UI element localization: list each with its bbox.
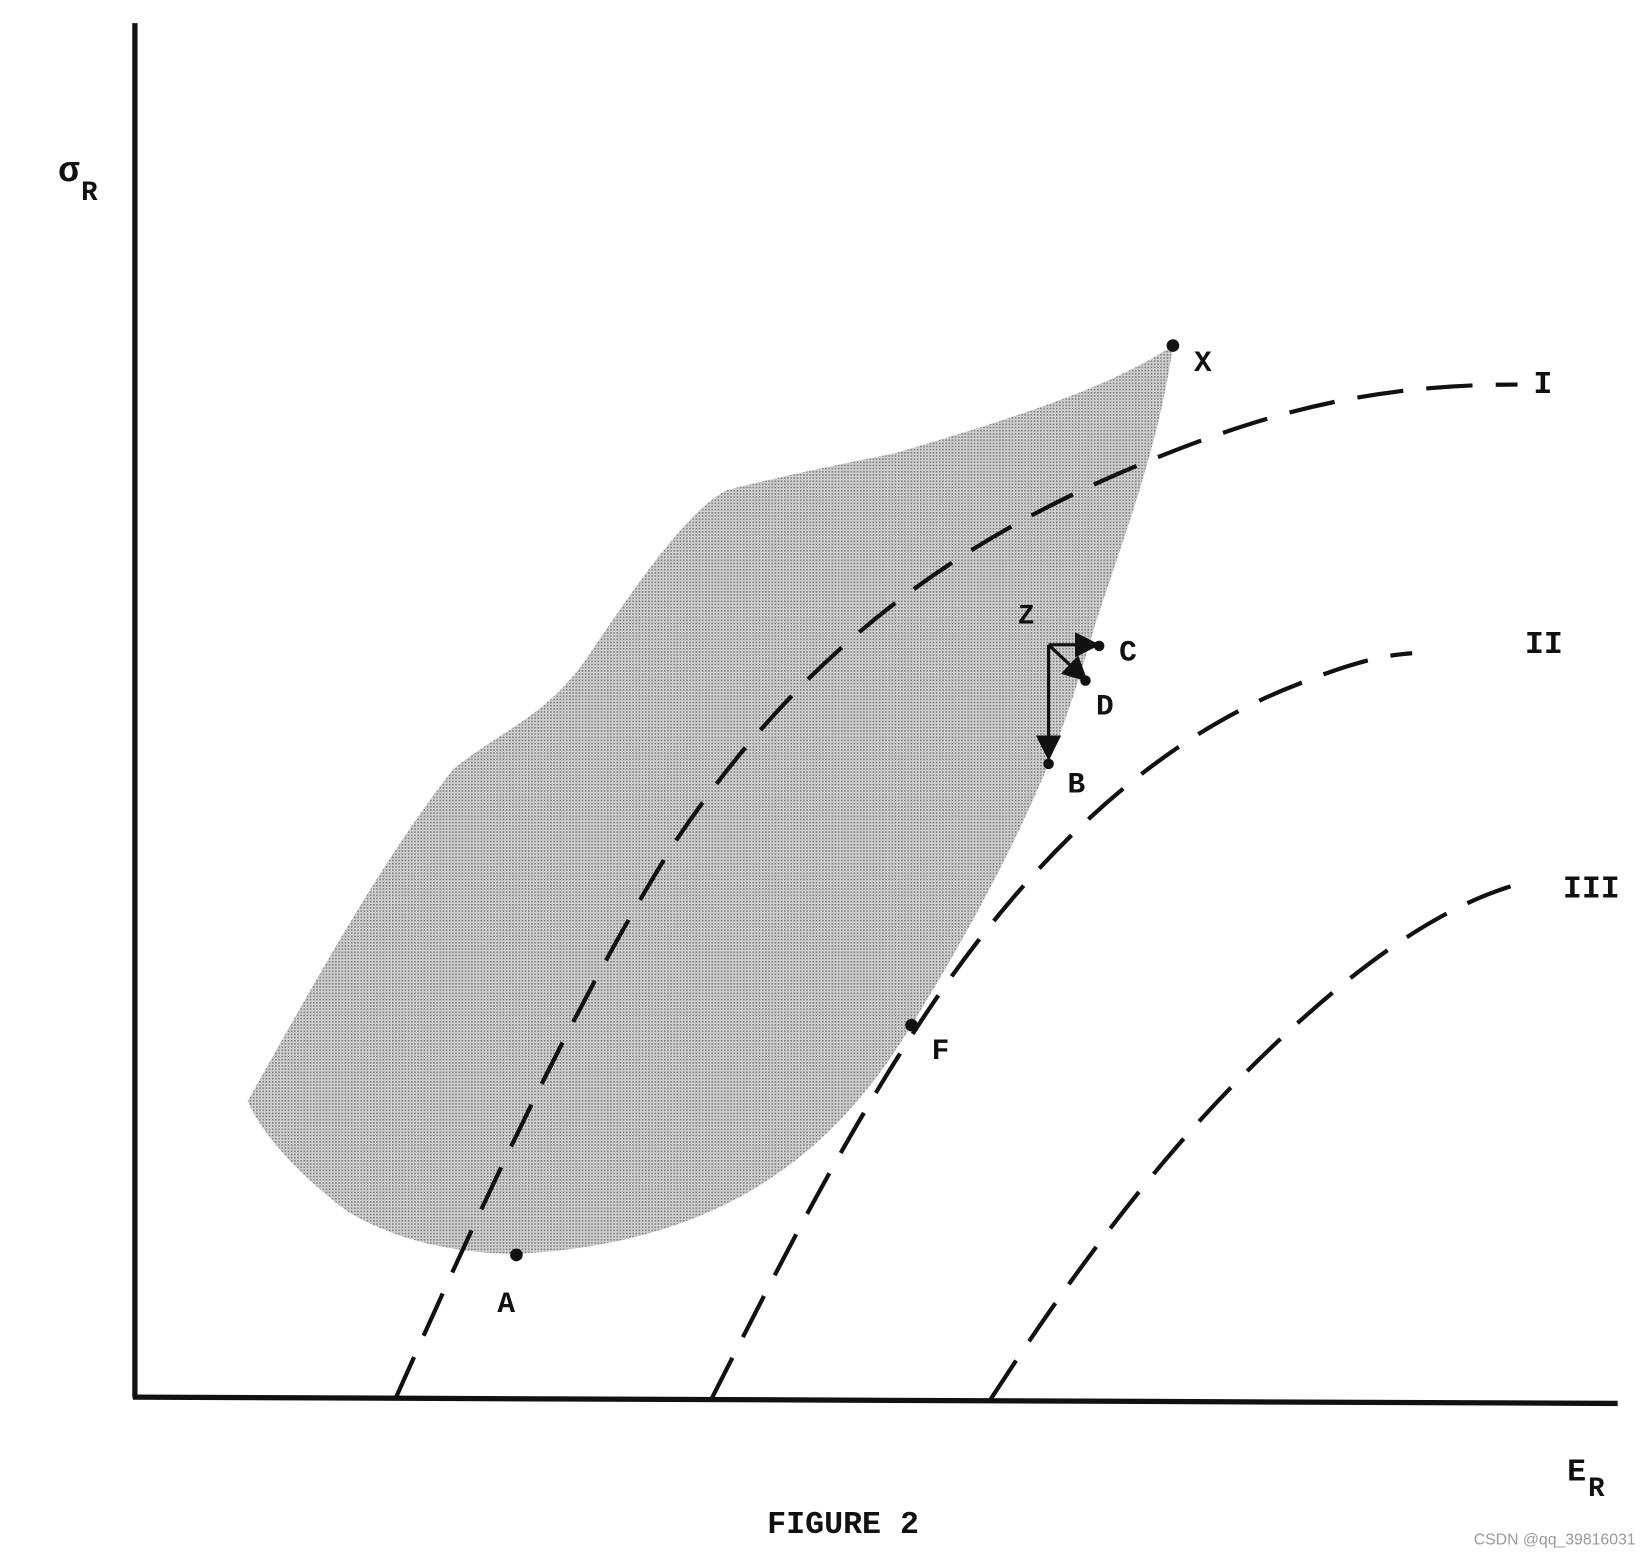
point-label: C — [1119, 636, 1137, 670]
x-axis-subscript: R — [1588, 1474, 1605, 1505]
x-axis — [132, 1394, 1618, 1407]
y-axis-label: σ — [58, 151, 80, 192]
curve-label: I — [1533, 368, 1552, 403]
watermark: CSDN @qq_39816031 — [1474, 1532, 1636, 1549]
indifference-curve-1 — [393, 382, 1518, 1401]
point-label: B — [1068, 767, 1086, 801]
point-label: A — [497, 1287, 515, 1321]
feasible-region — [247, 345, 1173, 1254]
caption: FIGURE 2 — [767, 1508, 919, 1543]
x-axis-label: E — [1567, 1455, 1586, 1490]
point-label: Z — [1018, 602, 1034, 633]
point-dots — [510, 339, 1180, 1262]
curve-label: II — [1525, 628, 1563, 663]
point-label: X — [1194, 346, 1212, 380]
curve-label: III — [1563, 873, 1620, 908]
y-axis-subscript: R — [81, 178, 98, 209]
indifference-curve-2 — [709, 651, 1413, 1401]
point-label: F — [932, 1034, 950, 1068]
point-label: D — [1096, 689, 1114, 723]
indifference-curve-3 — [988, 880, 1524, 1401]
arrows — [1035, 632, 1101, 761]
